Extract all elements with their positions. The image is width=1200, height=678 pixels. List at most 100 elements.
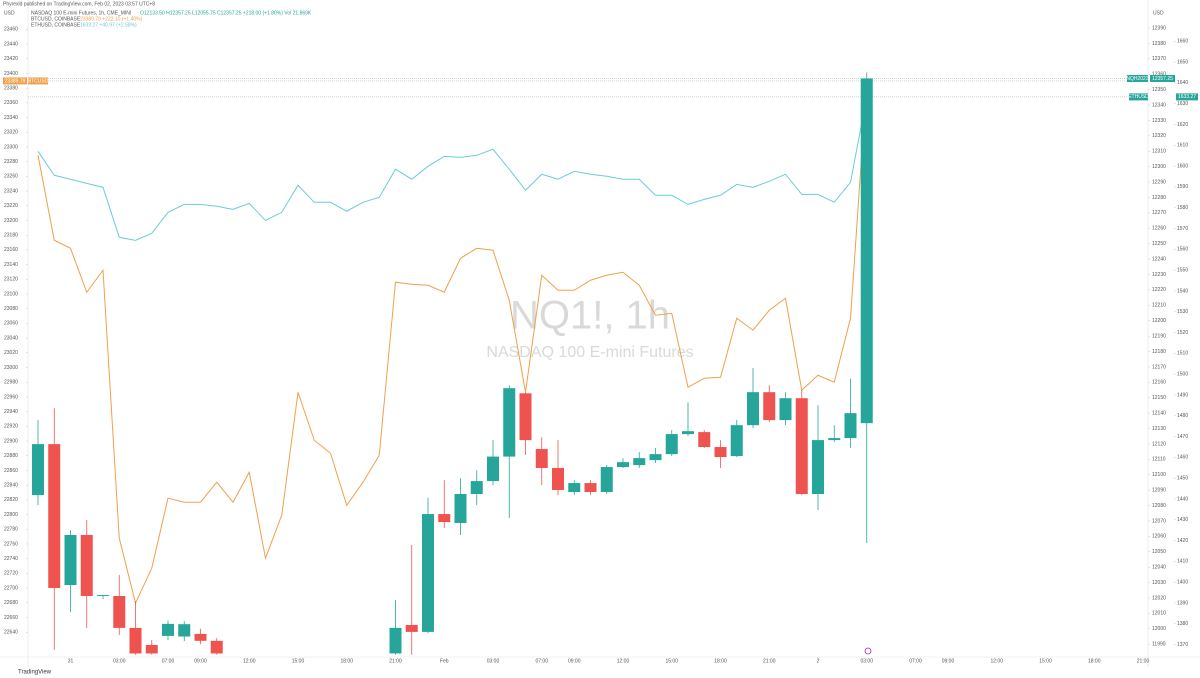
tick-label: 1600 [1177, 163, 1188, 169]
tick-label: 12290 [1152, 179, 1166, 185]
x-tick-label: 03:00 [113, 658, 126, 664]
tick-label: 1580 [1177, 205, 1188, 211]
legend-main-stats: O12133.50 H12357.25 L12055.75 C12357.25 … [140, 10, 312, 16]
candle-body [828, 438, 841, 441]
candle-body [714, 447, 727, 458]
tick-label: 1510 [1177, 351, 1188, 357]
tick-label: 1390 [1177, 600, 1188, 606]
tick-label: 12370 [1152, 56, 1166, 62]
candle-body [552, 467, 564, 491]
tick-label: 12090 [1152, 487, 1166, 493]
x-tick-label: 21:00 [763, 658, 776, 664]
legend-entry: ETHUSD, COINBASE [31, 22, 81, 28]
tick-label: 1560 [1177, 247, 1188, 253]
tick-label: 1540 [1177, 288, 1188, 294]
x-tick-label: 31 [68, 658, 74, 664]
tick-label: 12260 [1152, 226, 1166, 232]
candle-body [145, 644, 158, 654]
tick-label: 22640 [4, 630, 18, 636]
tick-label: 1490 [1177, 392, 1188, 398]
tick-label: 12390 [1152, 25, 1166, 31]
tick-label: 1400 [1177, 580, 1188, 586]
x-tick-label: 12:00 [990, 658, 1003, 664]
tick-label: 12200 [1152, 318, 1166, 324]
tick-label: 12380 [1152, 41, 1166, 47]
event-icon [864, 647, 872, 655]
tick-label: 12180 [1152, 349, 1166, 355]
tick-label: 23020 [4, 350, 18, 356]
tick-label: 22720 [4, 571, 18, 577]
x-tick-label: 15:00 [665, 658, 678, 664]
tick-label: 23260 [4, 174, 18, 180]
tick-label: 12250 [1152, 241, 1166, 247]
tick-label: 12140 [1152, 410, 1166, 416]
candle-body [519, 393, 532, 441]
x-tick-label: 07:00 [535, 658, 548, 664]
candle-body [535, 449, 548, 468]
tick-label: 12100 [1152, 472, 1166, 478]
tick-label: 12220 [1152, 287, 1166, 293]
tick-label: 12270 [1152, 210, 1166, 216]
candle-body [178, 624, 191, 637]
candle-body [633, 458, 646, 466]
nq-symbol-label: NQH2023 [1126, 76, 1148, 82]
eth-symbol-label-box [1129, 93, 1148, 101]
candle-body [503, 388, 516, 457]
tick-label: 1430 [1177, 517, 1188, 523]
tick-label: 23280 [4, 159, 18, 165]
tick-label: 23360 [4, 100, 18, 106]
candle-body [32, 444, 44, 496]
tick-label: 1380 [1177, 621, 1188, 627]
candle-body [113, 595, 126, 628]
candle-body [470, 481, 483, 495]
tick-label: 22980 [4, 380, 18, 386]
tick-label: 22880 [4, 453, 18, 459]
series-line [37, 96, 868, 241]
publisher: Phyrexld published on TradingView.com, F… [3, 1, 155, 7]
tick-label: 22800 [4, 512, 18, 518]
tick-label: 12350 [1152, 87, 1166, 93]
tick-label: 12120 [1152, 441, 1166, 447]
tick-label: 12020 [1152, 595, 1166, 601]
tick-label: 1640 [1177, 80, 1188, 86]
btc-price-label-box [3, 77, 27, 85]
candle-body [568, 483, 581, 493]
tick-label: 12320 [1152, 133, 1166, 139]
tick-label: 1480 [1177, 413, 1188, 419]
candle-body [844, 413, 857, 439]
candle-body [487, 456, 499, 482]
tick-label: 1450 [1177, 475, 1188, 481]
candle-body [80, 534, 93, 596]
candle-body [600, 467, 613, 493]
candle-body [210, 640, 223, 654]
btc-symbol-label: BTCUSD [28, 78, 49, 84]
candle-body [795, 398, 808, 495]
legend-entry: BTCUSD, COINBASE [31, 16, 81, 22]
tick-label: 1550 [1177, 267, 1188, 273]
candle-body [649, 454, 662, 461]
tick-label: 23240 [4, 188, 18, 194]
x-tick-label: 07:00 [909, 658, 922, 664]
tick-label: 23400 [4, 71, 18, 77]
eth-price-label-box [1176, 93, 1198, 101]
tick-label: 12160 [1152, 380, 1166, 386]
tick-label: 12150 [1152, 395, 1166, 401]
tick-label: 23080 [4, 306, 18, 312]
tick-label: 22960 [4, 394, 18, 400]
tick-label: 12060 [1152, 534, 1166, 540]
x-tick-label: 09:00 [194, 658, 207, 664]
tick-label: 12070 [1152, 518, 1166, 524]
candle-body [763, 392, 776, 421]
candle-body [389, 627, 402, 654]
candle-body [584, 483, 597, 493]
tick-label: 12240 [1152, 256, 1166, 262]
tick-label: 23320 [4, 130, 18, 136]
btc-price-label: 23389.79 [5, 78, 26, 84]
tick-label: 12310 [1152, 149, 1166, 155]
tick-label: 23160 [4, 247, 18, 253]
nq-price-label: 12357.25 [1152, 76, 1173, 82]
candle-body [860, 78, 873, 424]
tick-label: 12360 [1152, 72, 1166, 78]
series-line [37, 80, 868, 605]
